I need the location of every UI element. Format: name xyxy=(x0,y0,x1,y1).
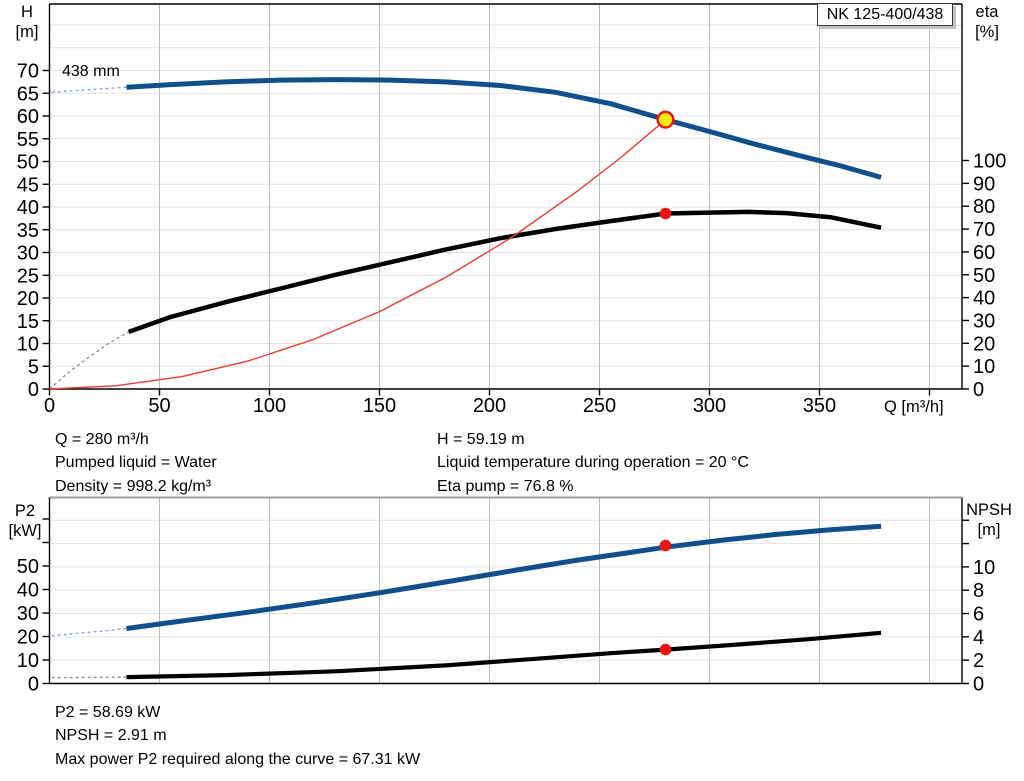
bottom-tick-label: 300 xyxy=(693,395,726,417)
left-tick-label: 60 xyxy=(17,106,39,128)
pump-model-box: NK 125-400/438 xyxy=(817,3,953,26)
left-tick-label: 35 xyxy=(17,220,39,242)
left-tick-label: 70 xyxy=(17,61,39,83)
head-curve[interactable] xyxy=(126,77,882,180)
right-tick-label: 40 xyxy=(973,288,995,310)
p2-axis-title-symbol: P2 xyxy=(14,502,36,520)
right-tick-label: 0 xyxy=(973,379,984,401)
power-curve[interactable] xyxy=(126,523,882,631)
left-tick-label: 50 xyxy=(17,152,39,174)
q-axis-title: Q [m³/h] xyxy=(884,398,944,416)
left-tick-label: 45 xyxy=(17,174,39,196)
npsh-axis-title: NPSH [m] xyxy=(962,500,1016,540)
left-tick-label: 10 xyxy=(17,334,39,356)
bottom-tick-label: 250 xyxy=(583,395,616,417)
p2-axis-title-unit: [kW] xyxy=(8,522,42,540)
bottom-tick-label: 150 xyxy=(363,395,396,417)
left-tick-label: 25 xyxy=(17,265,39,287)
npsh-axis-title-symbol: NPSH xyxy=(966,501,1012,519)
left-tick-label: 50 xyxy=(17,556,39,578)
bottom-tick-label: 50 xyxy=(148,395,170,417)
right-tick-label: 50 xyxy=(973,265,995,287)
info-eta-pump: Eta pump = 76.8 % xyxy=(437,478,574,495)
left-tick-label: 20 xyxy=(17,288,39,310)
left-tick-label: 0 xyxy=(28,674,39,696)
right-tick-label: 8 xyxy=(973,580,984,602)
left-tick-label: 0 xyxy=(28,379,39,401)
right-tick-label: 90 xyxy=(973,173,995,195)
right-tick-label: 0 xyxy=(973,674,984,696)
eta-axis-title: eta [%] xyxy=(964,2,1010,42)
head-curve-extension xyxy=(51,86,127,93)
right-tick-label: 10 xyxy=(973,557,995,579)
info-head: H = 59.19 m xyxy=(437,431,525,448)
h-axis-title-symbol: H xyxy=(21,3,33,21)
duty-point-npsh[interactable] xyxy=(659,643,672,656)
info-max-power: Max power P2 required along the curve = … xyxy=(55,751,421,768)
right-tick-label: 60 xyxy=(973,242,995,264)
left-tick-label: 40 xyxy=(17,580,39,602)
p2-axis-title: P2 [kW] xyxy=(4,501,46,541)
efficiency-curve[interactable] xyxy=(127,209,882,335)
right-tick-label: 80 xyxy=(973,196,995,218)
right-tick-label: 10 xyxy=(973,356,995,378)
info-flow: Q = 280 m³/h xyxy=(55,431,149,448)
info-p2: P2 = 58.69 kW xyxy=(55,704,161,721)
duty-point-power[interactable] xyxy=(659,539,672,552)
npsh-curve[interactable] xyxy=(126,630,882,680)
left-tick-label: 30 xyxy=(17,243,39,265)
left-tick-label: 20 xyxy=(17,627,39,649)
left-tick-label: 65 xyxy=(17,83,39,105)
right-tick-label: 4 xyxy=(973,627,984,649)
h-axis-title: H [m] xyxy=(8,2,46,42)
power-curve-extension xyxy=(51,627,127,637)
right-tick-label: 100 xyxy=(973,151,1006,173)
right-tick-label: 20 xyxy=(973,333,995,355)
left-tick-label: 15 xyxy=(17,311,39,333)
bottom-tick-label: 100 xyxy=(253,395,286,417)
left-tick-label: 40 xyxy=(17,197,39,219)
info-density: Density = 998.2 kg/m³ xyxy=(55,478,212,495)
info-pumped-liquid: Pumped liquid = Water xyxy=(55,454,217,471)
right-tick-label: 6 xyxy=(973,604,984,626)
npsh-axis-title-unit: [m] xyxy=(977,521,1001,539)
eta-axis-title-symbol: eta xyxy=(975,3,999,21)
left-tick-label: 30 xyxy=(17,603,39,625)
npsh-curve-extension xyxy=(51,676,127,679)
right-tick-label: 70 xyxy=(973,219,995,241)
efficiency-curve-extension xyxy=(49,331,130,390)
bottom-tick-label: 200 xyxy=(473,395,506,417)
system-curve[interactable] xyxy=(49,117,669,390)
right-tick-label: 30 xyxy=(973,310,995,332)
right-tick-label: 2 xyxy=(973,650,984,672)
left-tick-label: 10 xyxy=(17,650,39,672)
left-tick-label: 55 xyxy=(17,129,39,151)
info-liquid-temperature: Liquid temperature during operation = 20… xyxy=(437,454,749,471)
h-axis-title-unit: [m] xyxy=(15,23,39,41)
duty-point-head[interactable] xyxy=(656,110,675,129)
duty-point-efficiency[interactable] xyxy=(659,207,672,220)
bottom-tick-label: 0 xyxy=(44,395,55,417)
info-npsh: NPSH = 2.91 m xyxy=(55,727,167,744)
bottom-tick-label: 350 xyxy=(803,395,836,417)
left-tick-label: 5 xyxy=(28,356,39,378)
impeller-diameter-label: 438 mm xyxy=(62,63,120,80)
eta-axis-title-unit: [%] xyxy=(975,23,999,41)
